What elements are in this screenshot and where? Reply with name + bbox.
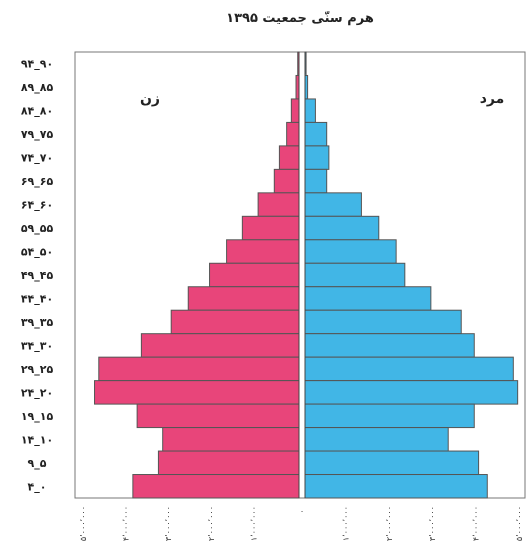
bar-female-13 bbox=[98, 356, 300, 382]
category-label-3: ۷۹_۷۵ bbox=[21, 128, 54, 141]
category-label-11: ۳۹_۳۵ bbox=[21, 316, 54, 329]
tick-label-left-5: ۵٬۰۰۰٬۰۰۰ bbox=[79, 506, 88, 541]
category-label-17: ۹_۵ bbox=[28, 457, 47, 470]
tick-label-left-3: ۳٬۰۰۰٬۰۰۰ bbox=[164, 506, 173, 541]
category-label-13: ۲۹_۲۵ bbox=[21, 363, 54, 376]
bar-female-18 bbox=[132, 474, 300, 499]
bar-male-13 bbox=[304, 356, 514, 382]
plot-frame bbox=[74, 51, 526, 499]
bar-male-12 bbox=[304, 333, 475, 358]
category-label-0: ۹۴_۹۰ bbox=[21, 58, 53, 71]
tick-label-left-2: ۲٬۰۰۰٬۰۰۰ bbox=[207, 506, 216, 541]
bar-female-8 bbox=[226, 239, 300, 264]
bar-male-11 bbox=[304, 309, 462, 335]
bar-female-16 bbox=[162, 427, 300, 452]
bar-female-12 bbox=[140, 333, 300, 358]
bar-male-14 bbox=[304, 380, 519, 405]
tick-label-right-1: ۱٬۰۰۰٬۰۰۰ bbox=[341, 506, 350, 541]
category-label-18: ۴_۰ bbox=[28, 480, 47, 493]
category-label-14: ۲۴_۲۰ bbox=[21, 386, 53, 399]
legend-male: مرد bbox=[480, 91, 505, 107]
bar-male-2 bbox=[304, 98, 316, 123]
bar-male-17 bbox=[304, 450, 480, 476]
tick-label-right-5: ۵٬۰۰۰٬۰۰۰ bbox=[515, 506, 524, 541]
bar-male-4 bbox=[304, 145, 330, 170]
bar-male-7 bbox=[304, 215, 380, 241]
category-label-1: ۸۹_۸۵ bbox=[21, 81, 54, 94]
category-label-6: ۶۴_۶۰ bbox=[21, 199, 53, 212]
category-label-10: ۴۴_۴۰ bbox=[21, 292, 53, 305]
bar-male-15 bbox=[304, 403, 475, 429]
category-label-2: ۸۴_۸۰ bbox=[21, 105, 53, 118]
category-label-16: ۱۴_۱۰ bbox=[21, 433, 53, 446]
tick-label-zero: ۰ bbox=[300, 507, 304, 516]
chart-title: هرم سنّی جمعیت ۱۳۹۵ bbox=[226, 11, 374, 26]
bar-female-10 bbox=[187, 286, 300, 311]
category-label-12: ۳۴_۳۰ bbox=[21, 339, 53, 352]
bar-female-14 bbox=[94, 380, 300, 405]
bar-female-11 bbox=[170, 309, 300, 335]
tick-label-right-2: ۲٬۰۰۰٬۰۰۰ bbox=[385, 506, 394, 541]
bar-male-3 bbox=[304, 121, 328, 147]
bar-female-7 bbox=[241, 215, 300, 241]
tick-label-left-1: ۱٬۰۰۰٬۰۰۰ bbox=[249, 506, 258, 541]
bar-male-10 bbox=[304, 286, 432, 311]
category-label-4: ۷۴_۷۰ bbox=[21, 152, 53, 165]
category-label-8: ۵۴_۵۰ bbox=[21, 246, 53, 259]
category-label-5: ۶۹_۶۵ bbox=[21, 175, 54, 188]
tick-label-right-4: ۴٬۰۰۰٬۰۰۰ bbox=[472, 506, 481, 541]
bar-female-3 bbox=[286, 121, 300, 147]
category-label-9: ۴۹_۴۵ bbox=[21, 269, 54, 282]
bar-male-16 bbox=[304, 427, 449, 452]
category-label-7: ۵۹_۵۵ bbox=[21, 222, 54, 235]
bar-male-18 bbox=[304, 474, 488, 499]
bar-female-9 bbox=[209, 262, 300, 288]
bar-female-5 bbox=[273, 168, 300, 194]
bar-female-2 bbox=[290, 98, 300, 123]
bar-male-6 bbox=[304, 192, 362, 217]
bar-female-17 bbox=[157, 450, 300, 476]
legend-female: زن bbox=[140, 91, 160, 107]
bar-male-8 bbox=[304, 239, 397, 264]
tick-label-right-3: ۳٬۰۰۰٬۰۰۰ bbox=[428, 506, 437, 541]
bar-female-6 bbox=[257, 192, 300, 217]
bar-female-15 bbox=[136, 403, 300, 429]
tick-label-left-4: ۴٬۰۰۰٬۰۰۰ bbox=[122, 506, 131, 541]
bar-female-4 bbox=[278, 145, 300, 170]
bar-male-9 bbox=[304, 262, 406, 288]
category-label-15: ۱۹_۱۵ bbox=[21, 410, 54, 423]
bar-male-5 bbox=[304, 168, 328, 194]
